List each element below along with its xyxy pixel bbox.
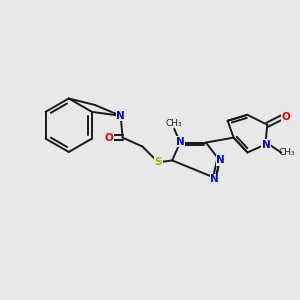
Text: CH₃: CH₃ <box>166 119 182 128</box>
Text: CH₃: CH₃ <box>279 148 296 157</box>
Text: N: N <box>262 140 271 150</box>
Text: S: S <box>154 158 162 167</box>
Text: O: O <box>104 133 113 142</box>
Text: N: N <box>176 136 184 147</box>
Text: N: N <box>116 111 125 121</box>
Text: N: N <box>216 155 225 165</box>
Text: O: O <box>282 112 290 122</box>
Text: N: N <box>210 174 219 184</box>
